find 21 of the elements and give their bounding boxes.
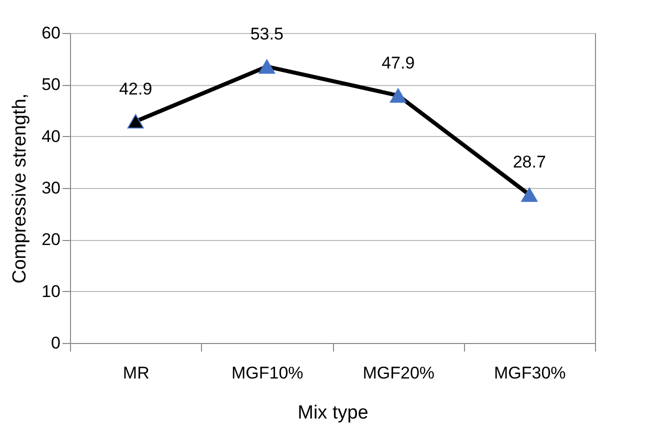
point xyxy=(258,59,276,74)
data-label: 47.9 xyxy=(382,54,415,73)
y-tick-label: 20 xyxy=(42,230,60,250)
x-tick-label: MGF30% xyxy=(494,364,566,382)
y-tick-label: 10 xyxy=(42,282,60,301)
point xyxy=(390,88,406,103)
x-tick-label: MR xyxy=(122,364,150,382)
y-tick-label: 0 xyxy=(51,334,60,352)
x-tick-label: MGF20% xyxy=(362,364,435,382)
y-tick-label: 50 xyxy=(42,75,60,94)
point xyxy=(127,114,144,129)
x-axis-title: Mix type xyxy=(298,402,368,424)
data-label: 53.5 xyxy=(250,24,284,44)
y-tick-label: 30 xyxy=(42,178,60,198)
y-tick-label: 40 xyxy=(42,126,60,146)
y-tick-label: 60 xyxy=(42,24,60,42)
data-label: 42.9 xyxy=(119,79,152,98)
data-label: 28.7 xyxy=(512,152,546,172)
point xyxy=(521,188,538,202)
y-axis-title: Compressive strength, xyxy=(10,93,31,284)
x-tick-label: MGF10% xyxy=(231,364,304,382)
